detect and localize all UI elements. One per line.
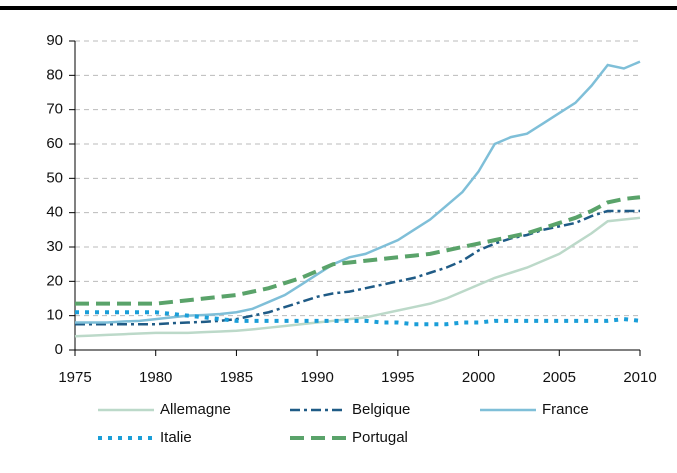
y-tick-label: 40	[46, 204, 63, 221]
x-tick-label: 2010	[623, 369, 656, 386]
legend-label: Italie	[160, 429, 192, 446]
y-tick-label: 30	[46, 238, 63, 255]
legend-label: France	[542, 401, 589, 418]
y-tick-label: 70	[46, 101, 63, 118]
x-tick-label: 1995	[381, 369, 414, 386]
series-line	[75, 209, 640, 326]
x-tick-label: 1990	[300, 369, 333, 386]
series-line	[75, 60, 641, 324]
legend-label: Portugal	[352, 429, 408, 446]
x-tick-label: 1985	[220, 369, 253, 386]
x-tick-label: 1975	[58, 369, 91, 386]
x-tick-label: 2005	[543, 369, 576, 386]
y-tick-label: 10	[46, 307, 63, 324]
top-rule	[0, 6, 677, 10]
legend-label: Allemagne	[160, 401, 231, 418]
x-tick-label: 2000	[462, 369, 495, 386]
y-tick-label: 50	[46, 169, 63, 186]
y-tick-label: 60	[46, 135, 63, 152]
y-tick-label: 20	[46, 272, 63, 289]
legend-label: Belgique	[352, 401, 410, 418]
series-line	[75, 310, 641, 327]
y-tick-label: 90	[46, 32, 63, 49]
series-line	[74, 216, 641, 338]
x-tick-label: 1980	[139, 369, 172, 386]
y-tick-label: 0	[55, 341, 63, 358]
series-line	[75, 195, 641, 306]
y-tick-label: 80	[46, 66, 63, 83]
